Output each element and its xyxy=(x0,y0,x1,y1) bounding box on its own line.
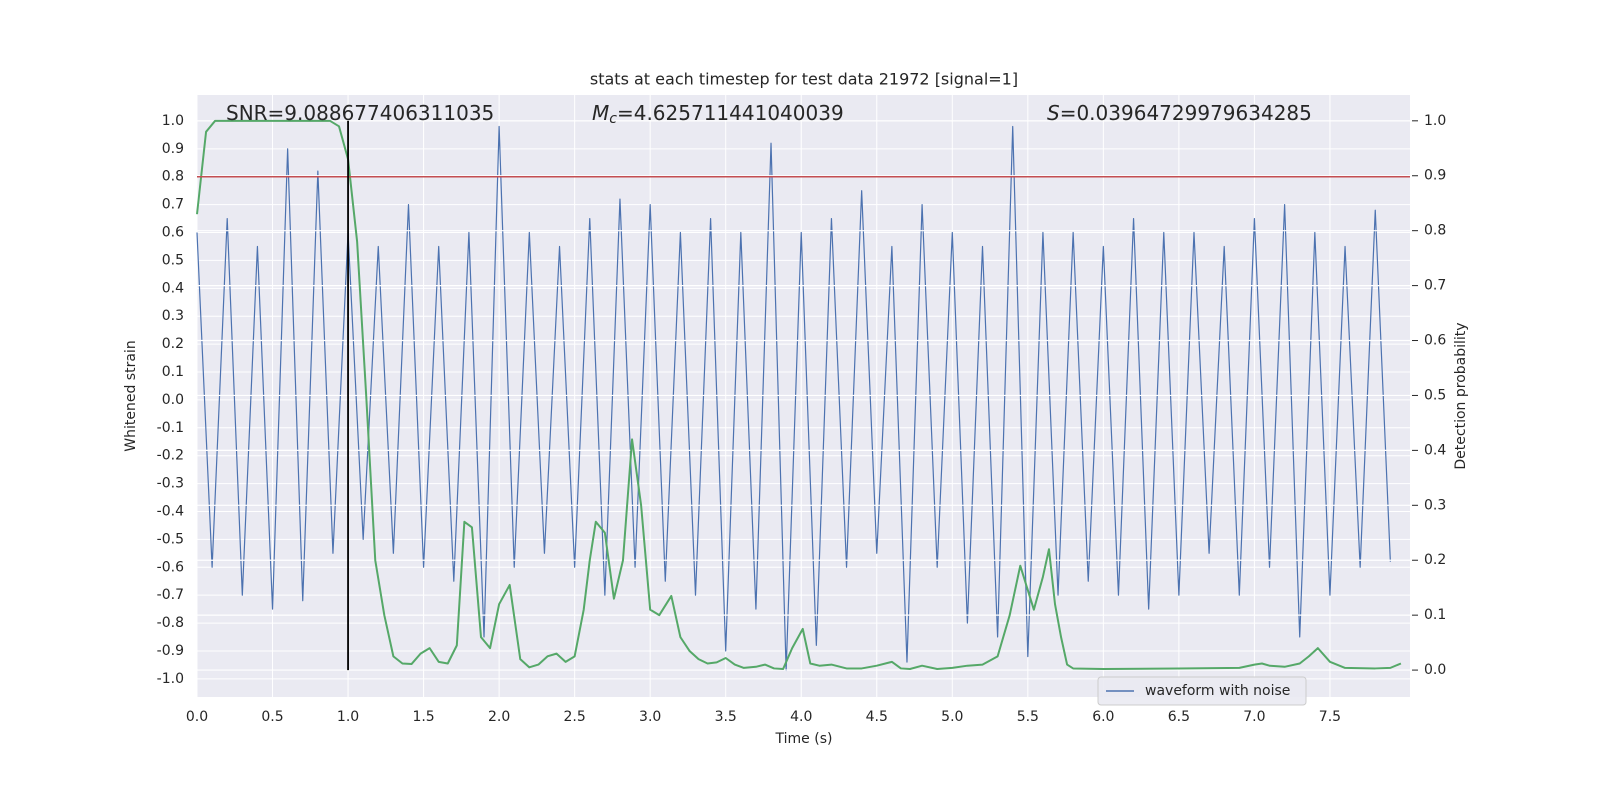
y-tick-label: -0.3 xyxy=(157,476,184,492)
annotation-symbol: S xyxy=(1047,101,1060,125)
x-tick-label: 5.5 xyxy=(1017,709,1039,725)
data-line xyxy=(196,119,1402,670)
y-tick-label: 0.4 xyxy=(162,280,184,296)
x-tick-label: 2.5 xyxy=(564,709,586,725)
x-tick-label: 5.0 xyxy=(941,709,963,725)
y-tick-label: 0.8 xyxy=(162,169,184,185)
y2-tick-label: 0.1 xyxy=(1424,607,1446,623)
x-tick-label: 7.5 xyxy=(1319,709,1341,725)
y2-tick-label: 0.0 xyxy=(1424,662,1446,678)
annotation-text: =4.625711441040039 xyxy=(617,101,844,125)
x-tick-label: 1.5 xyxy=(412,709,434,725)
y-tick-label: 0.2 xyxy=(162,336,184,352)
x-tick-label: 0.5 xyxy=(261,709,283,725)
y2-tick-label: 0.5 xyxy=(1424,387,1446,403)
y2-axis-label: Detection probability xyxy=(1453,322,1469,469)
x-tick-label: 7.0 xyxy=(1243,709,1265,725)
y-tick-label: 0.6 xyxy=(162,225,184,241)
chart-title: stats at each timestep for test data 219… xyxy=(590,70,1018,89)
annotation-subscript: c xyxy=(609,111,617,127)
x-axis-label: Time (s) xyxy=(775,731,833,747)
annotation: Mc=4.625711441040039 xyxy=(592,101,844,128)
y-tick-label: -0.5 xyxy=(157,531,184,547)
legend-box xyxy=(1097,676,1307,706)
y-tick-label: -0.6 xyxy=(157,559,184,575)
annotation-symbol: M xyxy=(592,101,609,125)
y-tick-label: 0.9 xyxy=(162,141,184,157)
x-tick-label: 0.0 xyxy=(186,709,208,725)
legend-label: waveform with noise xyxy=(1145,683,1290,699)
y-tick-label: 0.7 xyxy=(162,197,184,213)
x-tick-label: 3.5 xyxy=(715,709,737,725)
y-tick-label: 0.1 xyxy=(162,364,184,380)
y-tick-label: -0.4 xyxy=(157,503,184,519)
y-tick-label: -0.8 xyxy=(157,615,184,631)
y-axis-label: Whitened strain xyxy=(123,340,139,451)
x-tick-label: 6.0 xyxy=(1092,709,1114,725)
y-tick-label: -0.2 xyxy=(157,448,184,464)
data-line xyxy=(196,125,1391,672)
x-tick-label: 1.0 xyxy=(337,709,359,725)
y-tick-label: -0.9 xyxy=(157,643,184,659)
y-tick-label: -1.0 xyxy=(157,671,184,687)
y2-tick-label: 0.7 xyxy=(1424,278,1446,294)
y-tick-label: 0.0 xyxy=(162,392,184,408)
y-tick-label: -0.1 xyxy=(157,420,184,436)
y-tick-label: 0.3 xyxy=(162,308,184,324)
y2-tick-label: 1.0 xyxy=(1424,113,1446,129)
y-tick-label: 1.0 xyxy=(162,113,184,129)
annotation-text: SNR=9.088677406311035 xyxy=(226,101,494,125)
x-tick-label: 2.0 xyxy=(488,709,510,725)
x-tick-label: 4.5 xyxy=(866,709,888,725)
x-tick-label: 4.0 xyxy=(790,709,812,725)
y2-tick-label: 0.3 xyxy=(1424,497,1446,513)
y2-tick-label: 0.8 xyxy=(1424,223,1446,239)
y2-tick-label: 0.6 xyxy=(1424,333,1446,349)
y2-tick-label: 0.2 xyxy=(1424,552,1446,568)
x-tick-label: 6.5 xyxy=(1168,709,1190,725)
y2-tick-label: 0.9 xyxy=(1424,168,1446,184)
y-tick-label: 0.5 xyxy=(162,252,184,268)
y-tick-label: -0.7 xyxy=(157,587,184,603)
annotation-text: =0.03964729979634285 xyxy=(1060,101,1312,125)
y2-tick-label: 0.4 xyxy=(1424,442,1446,458)
annotation: SNR=9.088677406311035 xyxy=(226,101,494,125)
annotation: S=0.03964729979634285 xyxy=(1047,101,1312,125)
x-tick-label: 3.0 xyxy=(639,709,661,725)
